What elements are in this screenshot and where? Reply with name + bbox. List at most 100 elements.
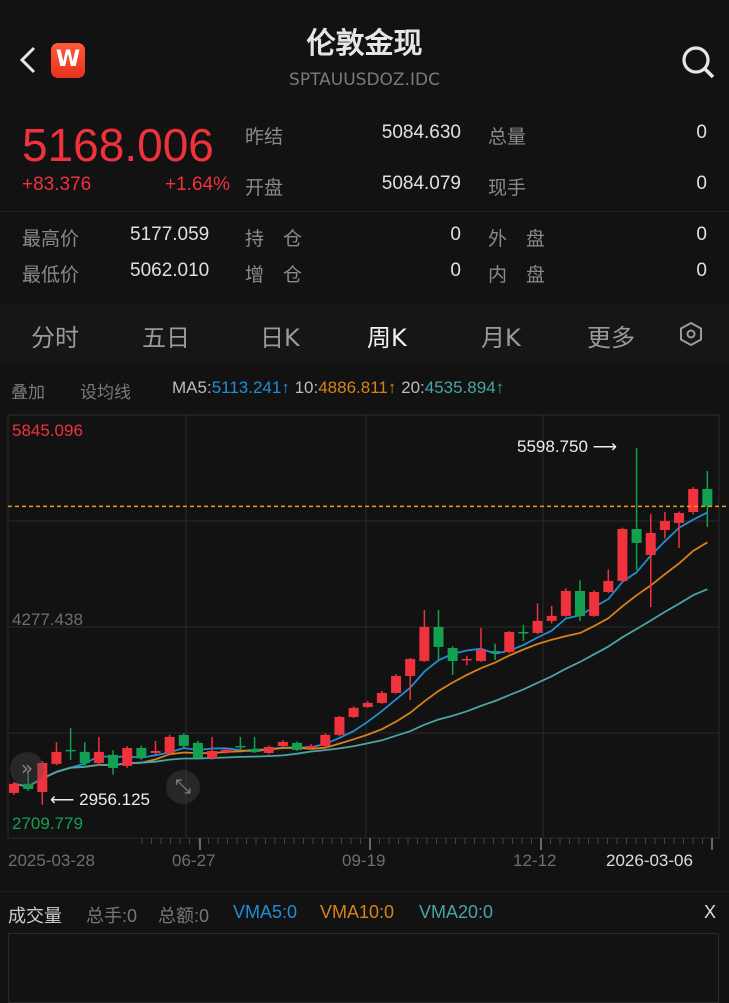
fullscreen-button[interactable]: ⤡ — [166, 770, 200, 804]
candle-body — [674, 512, 685, 523]
page-title: 伦敦金现 — [306, 26, 423, 60]
tab-intraday[interactable]: 分时 — [31, 324, 79, 352]
candle-body — [93, 751, 104, 763]
app-logo[interactable]: W — [51, 43, 85, 78]
candle-body — [603, 580, 614, 593]
candle-body — [362, 702, 373, 707]
candle-body — [192, 742, 203, 758]
low-value: 5062.010 — [130, 260, 210, 281]
candle-body — [79, 751, 90, 763]
outer-volume-value: 0 — [696, 224, 707, 245]
high-marker: 5598.750 ⟶ — [517, 437, 618, 456]
prev-settle-value: 5084.630 — [381, 122, 461, 143]
candle-body — [575, 590, 585, 616]
oi-change-value: 0 — [450, 260, 461, 281]
instrument-code: SPTAUUSDOZ.IDC — [289, 70, 440, 90]
x-tick-label: 12-12 — [513, 851, 557, 870]
vma10: VMA10:0 — [320, 902, 395, 922]
expand-arrows-icon: ⤡ — [175, 774, 191, 798]
overlay-button[interactable]: 叠加 — [11, 383, 45, 402]
tab-more[interactable]: 更多 — [587, 324, 635, 352]
total-volume-value: 0 — [696, 122, 707, 143]
double-chevron-right-icon: » — [20, 756, 34, 780]
candle-body — [348, 707, 359, 717]
candle-body — [504, 631, 515, 652]
x-tick-label: 06-27 — [172, 851, 216, 870]
candle-body — [334, 716, 345, 735]
inner-volume-label: 内 盘 — [488, 264, 546, 286]
vma5: VMA5:0 — [233, 902, 298, 922]
candle-body — [23, 783, 34, 789]
ma5-label: MA5: — [172, 378, 212, 397]
tab-daily-k[interactable]: 日K — [260, 324, 300, 352]
set-ma-button[interactable]: 设均线 — [80, 383, 131, 402]
candle-body — [631, 529, 642, 543]
settings-hexagon-icon — [680, 321, 702, 347]
tab-monthly-k[interactable]: 月K — [481, 324, 521, 352]
current-hand-label: 现手 — [488, 177, 527, 199]
candle-body — [461, 658, 472, 661]
candle-body — [249, 748, 260, 752]
ma10-value: 4886.811↑ — [318, 378, 397, 397]
current-hand-value: 0 — [696, 173, 707, 194]
tab-five-day[interactable]: 五日 — [142, 324, 190, 352]
search-icon — [682, 46, 715, 79]
ma10-label: 10: — [294, 378, 319, 397]
high-marker-value: 5598.750 — [517, 437, 588, 456]
last-price: 5168.006 — [22, 119, 214, 171]
candle-body — [9, 783, 19, 793]
back-button[interactable] — [16, 42, 40, 78]
total-hands: 总手:0 — [86, 906, 138, 926]
candle-body — [475, 649, 486, 661]
candle-body — [207, 750, 218, 758]
x-tick-label: 2026-03-06 — [606, 851, 693, 870]
x-tick-label: 09-19 — [342, 851, 386, 870]
volume-chart — [8, 933, 719, 1003]
open-value: 5084.079 — [381, 173, 461, 194]
search-button[interactable] — [680, 44, 716, 84]
total-amount: 总额:0 — [158, 906, 210, 926]
ma5-value: 5113.241↑ — [211, 378, 290, 397]
divider — [0, 211, 729, 212]
ma20-value: 4535.894↑ — [424, 378, 505, 397]
candle-body — [164, 736, 175, 753]
candle-body — [122, 747, 133, 766]
candle-body — [518, 631, 529, 634]
candle-body — [65, 749, 76, 752]
candle-body — [376, 692, 387, 703]
candle-body — [589, 592, 600, 616]
prev-settle-label: 昨结 — [245, 126, 284, 148]
candle-body — [617, 529, 628, 581]
candle-body — [688, 488, 699, 513]
ma10-line — [13, 541, 708, 788]
chart-settings-button[interactable] — [678, 321, 704, 351]
candle-body — [659, 520, 670, 530]
divider — [0, 891, 729, 892]
outer-volume-label: 外 盘 — [488, 228, 546, 250]
candle-body — [546, 615, 557, 621]
scroll-to-latest-button[interactable]: » — [10, 752, 44, 786]
candle-body — [702, 488, 713, 507]
high-label: 最高价 — [22, 228, 80, 250]
candle-body — [532, 620, 543, 633]
tab-weekly-k[interactable]: 周K — [367, 324, 407, 352]
high-value: 5177.059 — [130, 224, 210, 245]
price-change-percent: +1.64% — [165, 174, 230, 195]
candle-body — [178, 734, 189, 746]
candle-body — [150, 750, 161, 753]
candlestick-chart[interactable] — [0, 0, 729, 880]
candle-body — [51, 751, 62, 764]
candle-body — [221, 749, 232, 752]
y-axis-min-label: 2709.779 — [12, 814, 83, 833]
price-change: +83.376 — [22, 174, 92, 195]
candle-body — [560, 590, 571, 616]
total-volume-label: 总量 — [488, 126, 527, 148]
candle-body — [490, 650, 501, 653]
y-axis-max-label: 5845.096 — [12, 421, 83, 440]
close-volume-button[interactable]: X — [704, 902, 717, 922]
volume-title: 成交量 — [8, 906, 62, 926]
open-interest-value: 0 — [450, 224, 461, 245]
ma20-label: 20: — [401, 378, 425, 397]
low-label: 最低价 — [22, 264, 80, 286]
candle-body — [292, 742, 302, 750]
